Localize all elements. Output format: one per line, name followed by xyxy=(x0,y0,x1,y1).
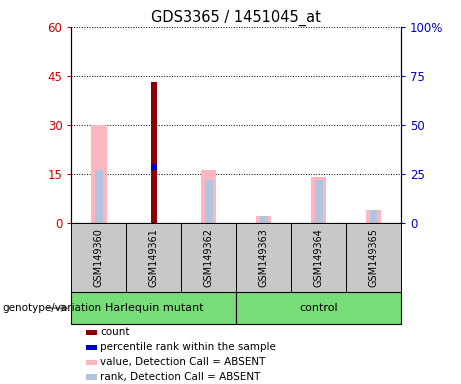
Text: GSM149362: GSM149362 xyxy=(204,228,214,287)
Bar xyxy=(311,177,326,223)
Title: GDS3365 / 1451045_at: GDS3365 / 1451045_at xyxy=(151,9,321,25)
Bar xyxy=(151,164,157,170)
Text: rank, Detection Call = ABSENT: rank, Detection Call = ABSENT xyxy=(100,372,261,382)
Text: genotype/variation: genotype/variation xyxy=(2,303,101,313)
Bar xyxy=(151,83,157,223)
Bar xyxy=(205,180,213,223)
Bar xyxy=(151,83,157,223)
Text: GSM149364: GSM149364 xyxy=(313,228,324,287)
Text: count: count xyxy=(100,327,130,337)
Bar xyxy=(181,223,236,292)
Bar xyxy=(315,180,323,223)
Bar xyxy=(201,170,217,223)
Bar xyxy=(71,292,236,324)
Text: value, Detection Call = ABSENT: value, Detection Call = ABSENT xyxy=(100,357,266,367)
Bar xyxy=(86,359,97,365)
Bar xyxy=(86,330,97,335)
Bar xyxy=(260,216,267,223)
Bar xyxy=(236,223,291,292)
Text: percentile rank within the sample: percentile rank within the sample xyxy=(100,342,276,352)
Text: GSM149360: GSM149360 xyxy=(94,228,104,287)
Bar xyxy=(291,223,346,292)
Text: control: control xyxy=(299,303,338,313)
Bar xyxy=(366,210,381,223)
Text: GSM149365: GSM149365 xyxy=(369,228,378,287)
Bar xyxy=(370,210,378,223)
Bar xyxy=(91,125,106,223)
Bar xyxy=(126,223,181,292)
Bar xyxy=(86,374,97,380)
Bar xyxy=(236,292,401,324)
Text: GSM149361: GSM149361 xyxy=(149,228,159,287)
Text: GSM149363: GSM149363 xyxy=(259,228,269,287)
Bar xyxy=(346,223,401,292)
Text: Harlequin mutant: Harlequin mutant xyxy=(105,303,203,313)
Bar xyxy=(71,223,126,292)
Bar xyxy=(95,170,103,223)
Bar xyxy=(256,216,272,223)
Bar xyxy=(86,345,97,350)
